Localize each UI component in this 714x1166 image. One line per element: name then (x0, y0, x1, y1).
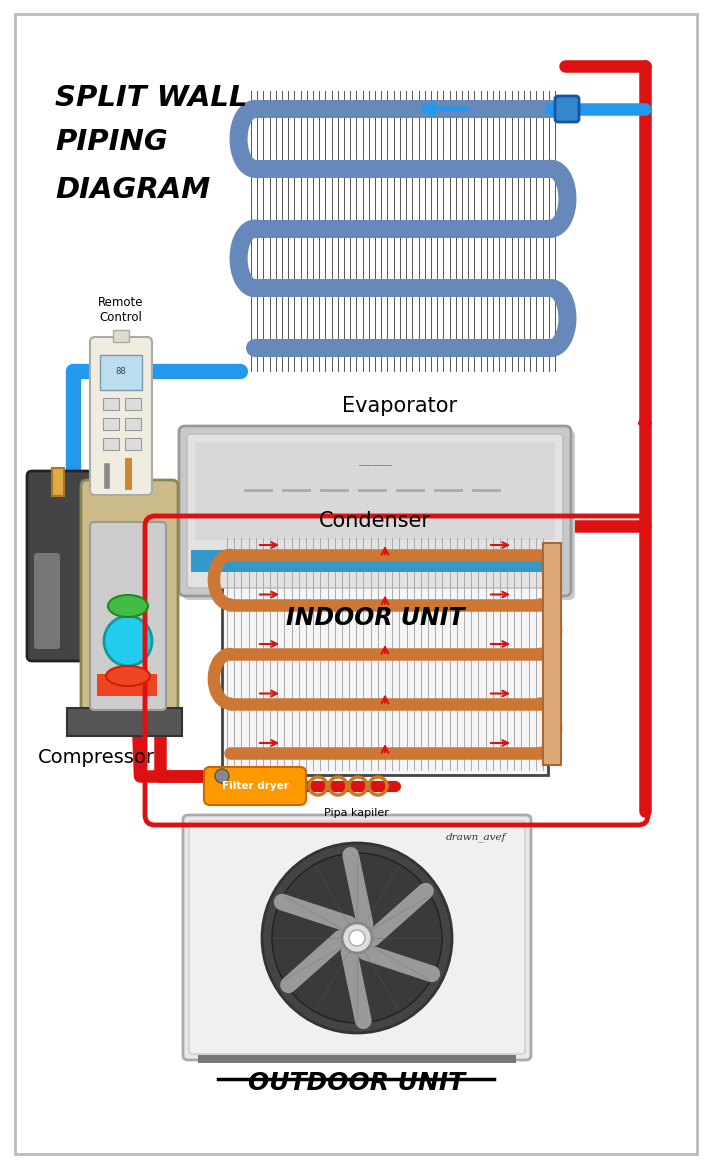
Bar (97, 674, 157, 696)
FancyBboxPatch shape (27, 471, 92, 661)
Bar (543, 543, 561, 765)
FancyBboxPatch shape (90, 522, 166, 710)
Circle shape (272, 854, 442, 1023)
Bar (100, 354, 142, 389)
Ellipse shape (106, 666, 150, 686)
Bar (103, 438, 119, 450)
Text: Pipa kapiler: Pipa kapiler (323, 808, 388, 819)
Text: Compressor: Compressor (38, 749, 154, 767)
FancyBboxPatch shape (179, 426, 571, 596)
Ellipse shape (104, 616, 152, 666)
Bar (113, 330, 129, 342)
FancyBboxPatch shape (183, 815, 531, 1060)
Text: 88: 88 (116, 367, 126, 377)
Bar (125, 438, 141, 450)
Text: Evaporator: Evaporator (343, 396, 458, 416)
Text: DIAGRAM: DIAGRAM (55, 176, 210, 204)
Bar (125, 398, 141, 410)
Bar (222, 533, 548, 775)
Text: Condenser: Condenser (319, 511, 431, 531)
Bar (195, 442, 555, 540)
Bar (67, 708, 182, 736)
Bar (191, 550, 559, 573)
Bar (103, 398, 119, 410)
Bar (52, 468, 64, 496)
Text: Remote
Control: Remote Control (99, 296, 144, 324)
Circle shape (215, 770, 229, 784)
FancyBboxPatch shape (15, 14, 697, 1154)
Text: drawn_avef: drawn_avef (446, 833, 506, 842)
Circle shape (342, 923, 372, 953)
Text: OUTDOOR UNIT: OUTDOOR UNIT (248, 1072, 466, 1095)
FancyBboxPatch shape (81, 480, 178, 722)
Bar (103, 417, 119, 430)
Text: SPLIT WALL: SPLIT WALL (55, 84, 247, 112)
FancyBboxPatch shape (555, 96, 579, 122)
Text: Filter dryer: Filter dryer (221, 781, 288, 791)
Text: ─────: ───── (358, 461, 392, 470)
FancyBboxPatch shape (204, 767, 306, 805)
FancyBboxPatch shape (183, 430, 575, 600)
FancyBboxPatch shape (34, 553, 60, 649)
FancyBboxPatch shape (187, 434, 563, 588)
Text: INDOOR UNIT: INDOOR UNIT (286, 606, 464, 630)
Text: PIPING: PIPING (55, 128, 168, 156)
FancyBboxPatch shape (189, 821, 525, 1054)
Bar (125, 417, 141, 430)
Ellipse shape (108, 595, 148, 617)
FancyBboxPatch shape (90, 337, 152, 496)
Bar (198, 1055, 516, 1063)
Circle shape (262, 843, 452, 1033)
Circle shape (349, 930, 365, 946)
